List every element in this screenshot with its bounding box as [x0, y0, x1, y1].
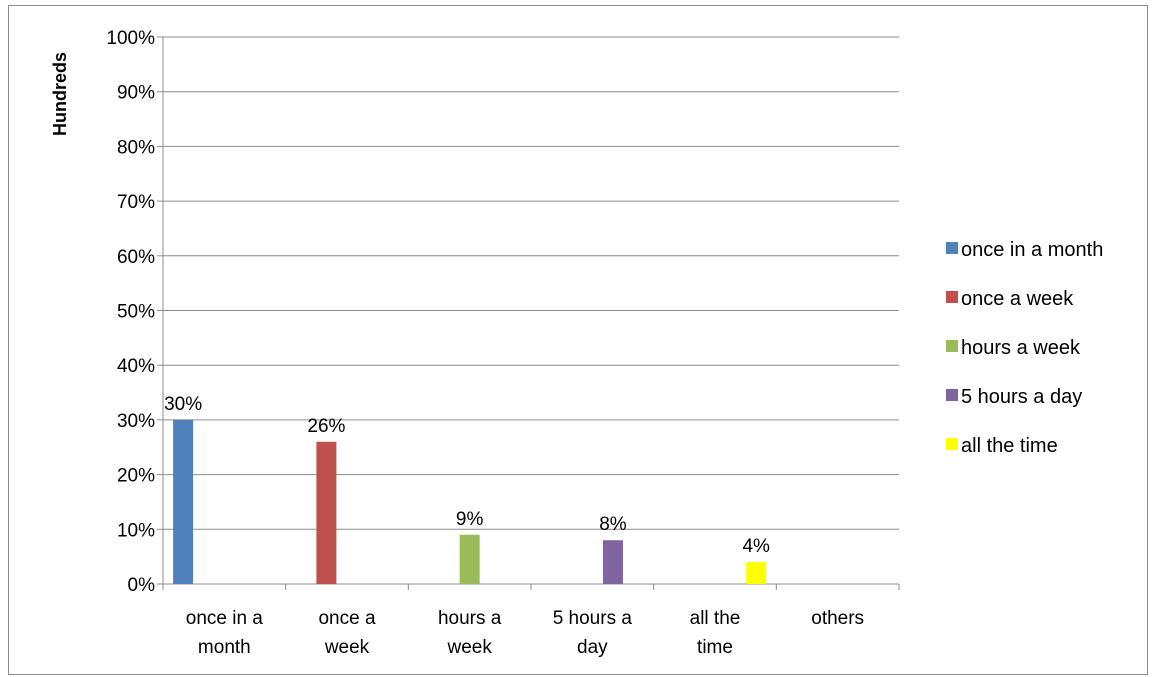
- data-label: 9%: [456, 509, 484, 530]
- data-label: 8%: [599, 514, 627, 535]
- bar: [602, 540, 623, 584]
- legend-item-label: once a week: [961, 288, 1074, 310]
- x-category-label-line: others: [811, 608, 864, 629]
- x-category-label-line: once a: [318, 608, 375, 629]
- x-category-label-line: 5 hours a: [553, 608, 633, 629]
- x-category-label-line: once in a: [186, 608, 264, 629]
- x-category-label: others: [811, 608, 864, 629]
- y-tick-label: 90%: [117, 83, 155, 104]
- y-tick-label: 80%: [117, 137, 155, 158]
- y-tick-label: 100%: [106, 28, 155, 49]
- x-category-label-line: day: [577, 637, 608, 658]
- x-category-label-line: all the: [690, 608, 741, 629]
- data-label: 26%: [307, 416, 345, 437]
- data-label: 4%: [742, 536, 770, 557]
- y-tick-label: 70%: [117, 192, 155, 213]
- legend-item-label: all the time: [961, 435, 1058, 457]
- legend-swatch: [946, 389, 958, 401]
- y-tick-label: 50%: [117, 302, 155, 323]
- legend-swatch: [946, 242, 958, 254]
- bar: [316, 441, 337, 584]
- x-category-label: all the time: [690, 608, 741, 658]
- y-tick-label: 0%: [128, 575, 156, 596]
- y-axis-title: Hundreds: [50, 52, 70, 136]
- x-category-label-line: month: [198, 637, 251, 658]
- y-tick-label: 40%: [117, 356, 155, 377]
- legend-swatch: [946, 291, 958, 303]
- x-category-label: hours a week: [438, 608, 502, 658]
- y-tick-label: 60%: [117, 247, 155, 268]
- bar: [459, 534, 480, 584]
- legend-item-label: 5 hours a day: [961, 386, 1082, 408]
- legend-swatch: [946, 438, 958, 450]
- y-tick-label: 10%: [117, 520, 155, 541]
- x-category-label: 5 hours a day: [553, 608, 633, 658]
- x-category-label: once a week: [318, 608, 375, 658]
- bar: [746, 562, 767, 584]
- legend-swatch: [946, 340, 958, 352]
- x-category-label: once in a month: [186, 608, 264, 658]
- x-category-label-line: week: [446, 637, 492, 658]
- data-label: 30%: [164, 394, 202, 415]
- x-category-label-line: time: [697, 637, 733, 658]
- x-category-label-line: week: [324, 637, 370, 658]
- legend-item-label: hours a week: [961, 337, 1081, 359]
- y-tick-label: 20%: [117, 466, 155, 487]
- bar: [173, 419, 194, 584]
- x-category-label-line: hours a: [438, 608, 502, 629]
- y-tick-label: 30%: [117, 411, 155, 432]
- legend-item-label: once in a month: [961, 239, 1103, 261]
